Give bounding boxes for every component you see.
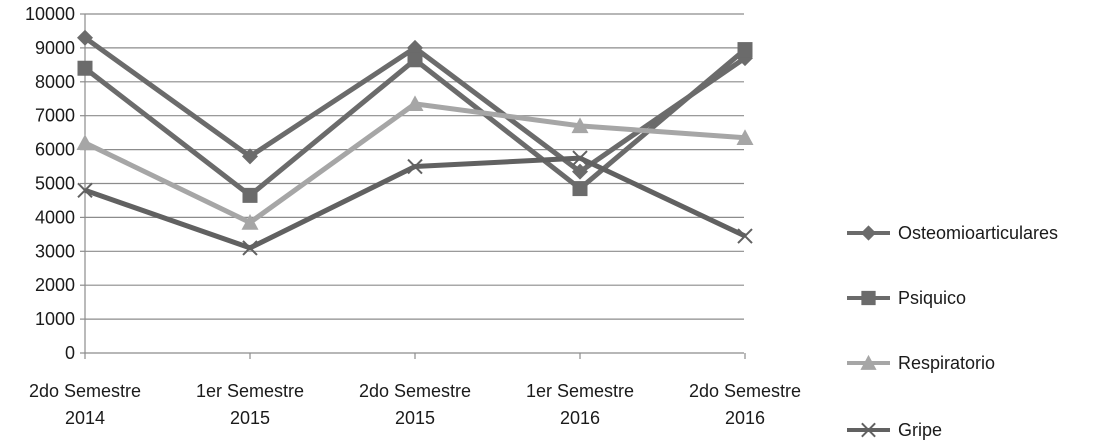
x-marker-stroke <box>242 240 258 256</box>
x-marker <box>861 422 876 438</box>
x-tick-label: 2do Semestre 2015 <box>359 381 471 428</box>
x-tick-label-line: 2do Semestre <box>689 381 801 401</box>
diamond-marker: Osteomioarticulares: 9000 <box>407 39 423 56</box>
y-tick-label: 6000 <box>35 140 75 160</box>
x-tick-label-line: 2016 <box>560 408 600 428</box>
triangle-marker: Respiratorio: 6200 <box>76 134 94 151</box>
legend-label: Osteomioarticulares <box>898 223 1058 243</box>
series-psiquico: Psiquico: 8400 Psiquico: 4650 Psiquico: 86… <box>77 42 753 203</box>
x-marker: Gripe: 5750 <box>572 150 588 166</box>
x-marker: Gripe: 3450 <box>737 228 753 244</box>
x-marker: Gripe: 5500 <box>407 158 423 175</box>
triangle-marker: Respiratorio: 7350 <box>406 95 424 112</box>
legend-label: Psiquico <box>898 288 966 308</box>
legend-item-psiquico: Psiquico <box>847 288 966 308</box>
x-marker-stroke <box>407 158 423 175</box>
y-tick-label: 9000 <box>35 38 75 58</box>
legend-label: Gripe <box>898 420 942 440</box>
x-tick-label-line: 2016 <box>725 408 765 428</box>
y-tick-label: 1000 <box>35 309 75 329</box>
y-tick-label: 8000 <box>35 72 75 92</box>
x-tick-label-line: 2do Semestre <box>29 381 141 401</box>
y-tick-label: 7000 <box>35 106 75 126</box>
x-marker: Gripe: 3100 <box>242 240 258 256</box>
series-line <box>84 155 747 251</box>
x-marker-stroke <box>77 182 93 198</box>
series-lines: Osteomioarticulares: 9300 Osteomioarticul… <box>76 29 754 256</box>
diamond-marker <box>860 225 877 241</box>
diamond-marker: Osteomioarticulares: 9300 <box>77 29 93 46</box>
square-marker: Psiquico: 4650 <box>242 187 258 203</box>
x-tick-label-line: 2do Semestre <box>359 381 471 401</box>
x-marker-stroke <box>572 150 588 166</box>
x-tick-label-line: 1er Semestre <box>526 381 634 401</box>
legend-label: Respiratorio <box>898 353 995 373</box>
x-tick-label: 1er Semestre 2016 <box>526 381 634 428</box>
x-marker: Gripe: 4800 <box>77 182 93 198</box>
triangle-marker: Respiratorio: 6350 <box>736 129 754 145</box>
triangle-marker: Respiratorio: 6700 <box>571 117 589 134</box>
legend-item-respiratorio: Respiratorio <box>847 353 995 373</box>
series-gripe: Gripe: 4800 Gripe: 3100 Gripe: 5500 Gripe: … <box>77 150 753 256</box>
x-tick-label: 2do Semestre 2016 <box>689 381 801 428</box>
x-tick-label-line: 2015 <box>230 408 270 428</box>
square-marker: Psiquico: 8950 <box>737 42 753 58</box>
x-marker-stroke <box>737 228 753 244</box>
diamond-marker: Osteomioarticulares: 5350 <box>572 163 588 180</box>
square-marker <box>861 290 876 306</box>
y-tick-label: 10000 <box>25 4 75 24</box>
x-tick-label-line: 2014 <box>65 408 105 428</box>
x-marker-stroke <box>861 422 876 438</box>
square-marker: Psiquico: 4850 <box>572 181 588 197</box>
y-tick-label: 3000 <box>35 241 75 261</box>
y-tick-label: 5000 <box>35 174 75 194</box>
y-tick-label: 0 <box>65 343 75 363</box>
x-tick-label: 1er Semestre 2015 <box>196 381 304 428</box>
x-tick-label: 2do Semestre 2014 <box>29 381 141 428</box>
x-tick-label-line: 2015 <box>395 408 435 428</box>
legend-item-osteomioarticulares: Osteomioarticulares <box>847 223 1058 243</box>
x-tick-label-line: 1er Semestre <box>196 381 304 401</box>
y-tick-label: 4000 <box>35 207 75 227</box>
series-line <box>83 47 747 198</box>
y-tick-label: 2000 <box>35 275 75 295</box>
legend-item-gripe: Gripe <box>847 420 942 440</box>
series-respiratorio: Respiratorio: 6200 Respiratorio: 3850 Resp… <box>76 95 754 230</box>
y-axis-ticks: 0 1000 2000 3000 4000 5000 6000 7000 8000 9000 100… <box>25 4 85 363</box>
diamond-marker: Osteomioarticulares: 5800 <box>242 148 258 165</box>
square-marker: Psiquico: 8650 <box>407 52 423 68</box>
series-line <box>83 101 746 225</box>
square-marker: Psiquico: 8400 <box>77 60 93 76</box>
legend: Osteomioarticulares Psiquico Respiratorio G… <box>847 223 1058 440</box>
triangle-marker <box>860 354 877 370</box>
triangle-marker: Respiratorio: 3850 <box>241 213 259 230</box>
